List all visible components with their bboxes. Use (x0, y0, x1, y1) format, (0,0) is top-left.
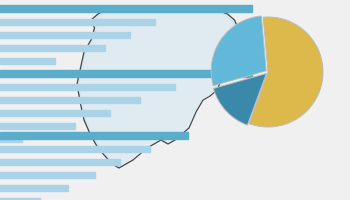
Bar (0, 198, 40, 200)
Bar (0, 146, 150, 152)
Bar (0, 97, 140, 103)
Wedge shape (211, 16, 266, 86)
Bar (0, 45, 105, 51)
Bar (0, 70, 252, 77)
Polygon shape (80, 9, 236, 166)
Bar (0, 123, 75, 129)
Bar (0, 58, 55, 64)
Bar (0, 172, 95, 178)
Wedge shape (249, 17, 323, 127)
Bar (0, 132, 188, 139)
Bar (0, 5, 252, 12)
Bar (0, 32, 130, 38)
Bar (0, 84, 175, 90)
Wedge shape (214, 73, 266, 125)
Bar (0, 185, 68, 191)
Bar (0, 136, 22, 142)
Bar (0, 159, 120, 165)
Polygon shape (77, 6, 238, 168)
Bar (0, 110, 110, 116)
Bar (0, 19, 155, 25)
